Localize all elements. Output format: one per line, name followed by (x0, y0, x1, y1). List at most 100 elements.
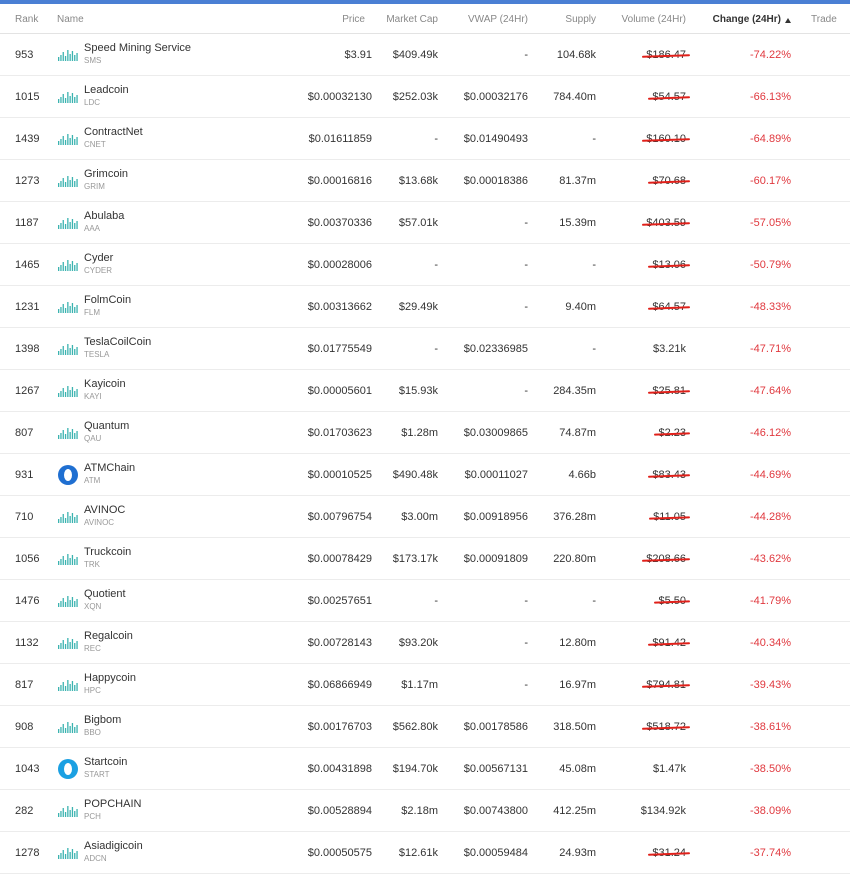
supply: 784.40m (553, 91, 596, 103)
header-vwap[interactable]: VWAP (24Hr) (467, 14, 528, 25)
supply: 24.93m (559, 847, 596, 859)
change: -43.62% (750, 553, 791, 565)
table-row[interactable]: 908 Bigbom BBO $0.00176703 $562.80k $0.001785… (0, 706, 850, 748)
icon-bar (62, 598, 64, 607)
icon-bar (64, 308, 67, 313)
icon-bar (64, 728, 67, 733)
coin-icon (58, 386, 78, 397)
header-rank[interactable]: Rank (15, 14, 39, 25)
icon-bar (76, 725, 78, 733)
price: $0.00016816 (307, 175, 372, 187)
header-volume[interactable]: Volume (24Hr) (621, 14, 686, 25)
icon-bar (64, 854, 67, 859)
icon-bar (76, 851, 78, 859)
header-trade[interactable]: Trade (811, 14, 837, 25)
icon-bar (64, 266, 67, 271)
table-row[interactable]: 1476QuotientXQN$0.00257651---$5.50-41.79… (0, 580, 850, 622)
price: $0.00370336 (307, 217, 372, 229)
market-cap: $3.00m (401, 511, 438, 523)
table-row[interactable]: 931 ATMChain ATM $0.00010525 $490.48k $0.0001… (0, 454, 850, 496)
price: $0.00005601 (307, 385, 372, 397)
table-row[interactable]: 1465CyderCYDER$0.00028006---$13.06-50.79… (0, 244, 850, 286)
icon-bar (74, 601, 76, 607)
change: -74.22% (750, 49, 791, 61)
icon-bar (71, 93, 74, 103)
vwap: - (524, 385, 528, 397)
icon-bar (58, 57, 60, 61)
market-cap: - (434, 133, 438, 145)
coin-symbol: ATM (84, 476, 101, 485)
icon-bar (69, 516, 71, 523)
market-cap: $173.17k (392, 553, 438, 565)
icon-bar (62, 850, 64, 859)
icon-bar (74, 517, 76, 523)
rank: 1187 (15, 217, 39, 229)
table-row[interactable]: 807 Quantum QAU $0.01703623 $1.28m $0.0300986… (0, 412, 850, 454)
icon-bar (74, 643, 76, 649)
table-row[interactable]: 710 AVINOC AVINOC $0.00796754 $3.00m $0.00918… (0, 496, 850, 538)
icon-bar (69, 96, 71, 103)
rank: 1056 (15, 553, 40, 565)
supply: - (592, 133, 596, 145)
header-price[interactable]: Price (342, 14, 365, 25)
supply: - (592, 595, 596, 607)
table-row[interactable]: 1267 Kayicoin KAYI $0.00005601 $15.93k - 284.3… (0, 370, 850, 412)
coin-symbol: KAYI (84, 392, 102, 401)
icon-bar (60, 307, 62, 313)
table-row[interactable]: 1398 TeslaCoilCoin TESLA $0.01775549 - $0.023… (0, 328, 850, 370)
rank: 1043 (15, 763, 40, 775)
coin-icon (58, 260, 78, 271)
table-row[interactable]: 817HappycoinHPC$0.06866949$1.17m-16.97m$… (0, 664, 850, 706)
table-row[interactable]: 1132 Regalcoin REC $0.00728143 $93.20k - 12.80… (0, 622, 850, 664)
icon-bar (58, 561, 60, 565)
table-row[interactable]: 1043 Startcoin START $0.00431898 $194.70k $0.… (0, 748, 850, 790)
header-market-cap[interactable]: Market Cap (386, 14, 438, 25)
icon-bar (62, 682, 64, 691)
vwap: - (524, 49, 528, 61)
icon-bar (60, 223, 62, 229)
coin-symbol: BBO (84, 728, 101, 737)
icon-bar (76, 557, 78, 565)
coin-symbol: ADCN (84, 854, 107, 863)
table-row[interactable]: 282 POPCHAIN PCH $0.00528894 $2.18m $0.007438… (0, 790, 850, 832)
header-name[interactable]: Name (57, 14, 84, 25)
icon-glyph (64, 469, 72, 481)
vwap: $0.00743800 (463, 805, 528, 817)
coin-name: Bigbom (84, 714, 122, 726)
table-row[interactable]: 1187AbulabaAAA$0.00370336$57.01k-15.39m$… (0, 202, 850, 244)
icon-bar (76, 515, 78, 523)
header-change[interactable]: Change (24Hr) (712, 14, 781, 25)
coin-icon (58, 759, 78, 779)
icon-bar (62, 52, 64, 61)
icon-bar (64, 644, 67, 649)
coin-symbol: CNET (84, 140, 106, 149)
supply: 81.37m (559, 175, 596, 187)
table-row[interactable]: 1278 Asiadigicoin ADCN $0.00050575 $12.61k $0… (0, 832, 850, 874)
icon-bar (60, 727, 62, 733)
table-row[interactable]: 953 Speed Mining Service SMS $3.91 $409.49k -… (0, 34, 850, 76)
coin-name: POPCHAIN (84, 798, 142, 810)
icon-bar (71, 681, 74, 691)
icon-bar (76, 305, 78, 313)
icon-bar (62, 640, 64, 649)
table-row[interactable]: 1015 Leadcoin LDC $0.00032130 $252.03k $0.000… (0, 76, 850, 118)
header-supply[interactable]: Supply (565, 14, 596, 25)
table-row[interactable]: 1056 Truckcoin TRK $0.00078429 $173.17k $0.00… (0, 538, 850, 580)
coin-icon (58, 554, 78, 565)
icon-bar (64, 812, 67, 817)
market-cap: $1.28m (401, 427, 438, 439)
table-row[interactable]: 1439 ContractNet CNET $0.01611859 - $0.014904… (0, 118, 850, 160)
table-row[interactable]: 1273 Grimcoin GRIM $0.00016816 $13.68k $0.000… (0, 160, 850, 202)
table-row[interactable]: 1231FolmCoinFLM$0.00313662$29.49k-9.40m$… (0, 286, 850, 328)
coin-symbol: GRIM (84, 182, 105, 191)
icon-bar (71, 135, 74, 145)
icon-bar (69, 600, 71, 607)
coin-symbol: LDC (84, 98, 101, 107)
rank: 1278 (15, 847, 40, 859)
icon-bar (74, 265, 76, 271)
icon-bar (69, 642, 71, 649)
price: $0.06866949 (307, 679, 372, 691)
icon-bar (76, 599, 78, 607)
icon-bar (71, 177, 74, 187)
icon-bar (58, 645, 60, 649)
